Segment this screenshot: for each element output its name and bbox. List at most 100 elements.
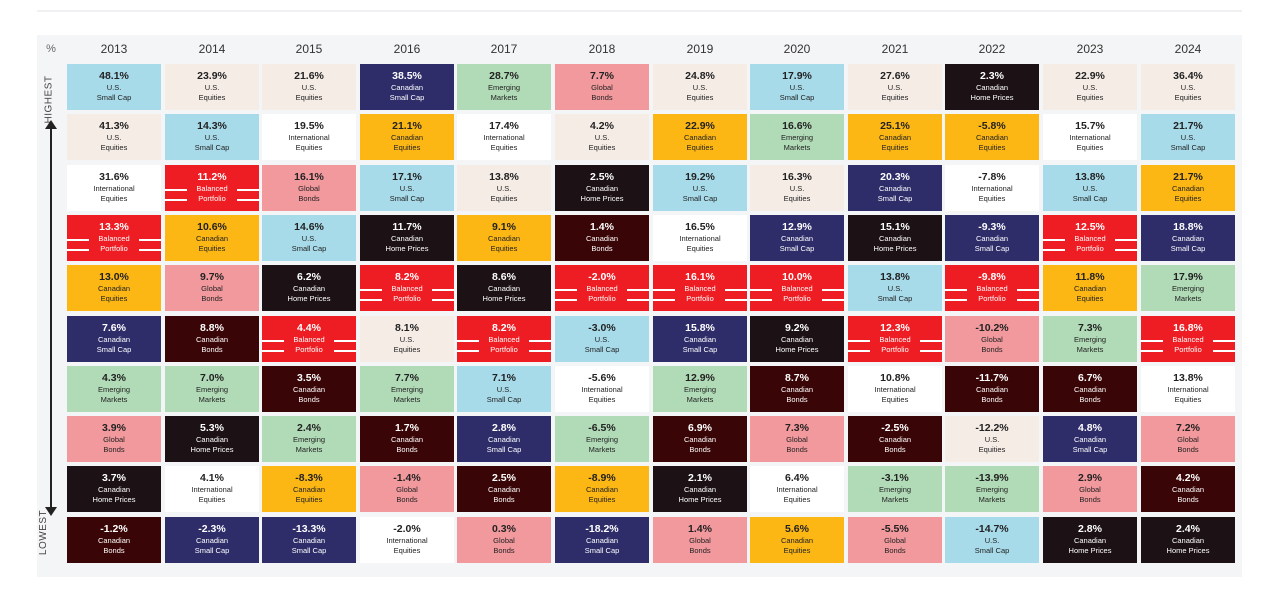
return-cell: -9.3% Canadian Small Cap (945, 215, 1039, 261)
return-value: 12.3% (880, 322, 910, 334)
asset-class-label: International (386, 536, 428, 545)
asset-class-label: Markets (686, 395, 714, 404)
return-value: -8.3% (295, 472, 323, 484)
return-cell: -11.7% Canadian Bonds (945, 366, 1039, 412)
asset-class-label: Portfolio (555, 294, 649, 304)
return-value: 5.3% (200, 422, 224, 434)
return-cell: 5.6% Canadian Equities (750, 517, 844, 563)
asset-class-label: Balanced (945, 284, 1039, 294)
asset-class-label: Home Prices (287, 294, 331, 303)
return-value: -13.9% (975, 472, 1009, 484)
return-value: 9.1% (492, 221, 516, 233)
asset-class-label: Equities (978, 143, 1006, 152)
return-value: 21.7% (1173, 120, 1203, 132)
asset-class-label: Global (786, 435, 808, 444)
return-cell: 18.8% Canadian Small Cap (1141, 215, 1235, 261)
return-cell: 4.1% International Equities (165, 466, 259, 512)
asset-class-label: Home Prices (190, 445, 234, 454)
asset-class-label: Equities (490, 143, 518, 152)
return-value: 19.5% (294, 120, 324, 132)
asset-class-label: Portfolio (653, 294, 747, 304)
asset-class-label: U.S. (692, 83, 708, 92)
asset-class-label: Canadian (390, 234, 424, 243)
return-value: -9.3% (978, 221, 1006, 233)
asset-class-label: Emerging (390, 385, 424, 394)
asset-class-label: Small Cap (1170, 244, 1206, 253)
return-cell: 8.1% U.S. Equities (360, 316, 454, 362)
return-value: 19.2% (685, 171, 715, 183)
year-label-2022: 2022 (978, 42, 1006, 56)
return-cell: -8.3% Canadian Equities (262, 466, 356, 512)
asset-class-label: Small Cap (486, 395, 522, 404)
asset-class-label: Equities (393, 546, 421, 555)
return-cell: 4.8% Canadian Small Cap (1043, 416, 1137, 462)
asset-class-label: Canadian (878, 435, 912, 444)
return-cell: 10.8% International Equities (848, 366, 942, 412)
return-cell: -10.2% Global Bonds (945, 316, 1039, 362)
return-value: 38.5% (392, 70, 422, 82)
asset-class-label: Balanced (750, 284, 844, 294)
asset-class-label: Emerging (585, 435, 619, 444)
return-cell: 20.3% Canadian Small Cap (848, 165, 942, 211)
return-cell: 9.7% Global Bonds (165, 265, 259, 311)
asset-class-label: Small Cap (486, 445, 522, 454)
asset-class-label: Emerging (1171, 284, 1205, 293)
return-cell: 31.6% International Equities (67, 165, 161, 211)
asset-class-label: Global (884, 536, 906, 545)
return-value: 2.5% (492, 472, 516, 484)
return-value: 3.9% (102, 422, 126, 434)
return-value: 21.7% (1173, 171, 1203, 183)
return-value: 4.2% (1176, 472, 1200, 484)
return-cell: 41.3% U.S. Equities (67, 114, 161, 160)
return-value: 5.6% (785, 523, 809, 535)
arrow-up-icon (45, 120, 57, 129)
asset-class-label: Bonds (981, 345, 1003, 354)
asset-class-label: Markets (588, 445, 616, 454)
asset-class-label: Equities (881, 395, 909, 404)
asset-class-label: Canadian (97, 335, 131, 344)
year-label-2015: 2015 (295, 42, 323, 56)
return-cell: 7.7% Global Bonds (555, 64, 649, 110)
return-value: 15.8% (685, 322, 715, 334)
return-value: 2.3% (980, 70, 1004, 82)
asset-class-label: Canadian (195, 234, 229, 243)
return-cell: -3.1% Emerging Markets (848, 466, 942, 512)
return-cell: 8.2% Balanced Portfolio (457, 316, 551, 362)
return-value: 20.3% (880, 171, 910, 183)
return-value: 2.4% (1176, 523, 1200, 535)
return-cell: -13.3% Canadian Small Cap (262, 517, 356, 563)
return-cell: 22.9% U.S. Equities (1043, 64, 1137, 110)
asset-class-label: Emerging (780, 133, 814, 142)
return-cell: 11.8% Canadian Equities (1043, 265, 1137, 311)
return-value: 17.4% (489, 120, 519, 132)
return-cell: 16.1% Balanced Portfolio (653, 265, 747, 311)
return-value: 16.6% (782, 120, 812, 132)
return-cell: 7.3% Global Bonds (750, 416, 844, 462)
asset-class-label: Balanced (67, 234, 161, 244)
return-value: 8.2% (395, 271, 419, 283)
asset-class-label: International (1069, 133, 1111, 142)
year-label-2014: 2014 (198, 42, 226, 56)
asset-class-label: Canadian (487, 284, 521, 293)
asset-class-label: Canadian (1073, 385, 1107, 394)
return-cell: 2.5% Canadian Home Prices (555, 165, 649, 211)
return-value: 12.9% (782, 221, 812, 233)
asset-class-label: Canadian (683, 133, 717, 142)
asset-class-label: Canadian (292, 385, 326, 394)
asset-class-label: Emerging (1073, 335, 1107, 344)
asset-class-label: Equities (1174, 194, 1202, 203)
return-value: -5.5% (881, 523, 909, 535)
asset-class-label: Equities (1174, 395, 1202, 404)
return-cell: 6.2% Canadian Home Prices (262, 265, 356, 311)
axis-highest-label: HIGHEST (43, 75, 55, 124)
asset-class-label: Canadian (780, 234, 814, 243)
return-value: 8.7% (785, 372, 809, 384)
return-value: -18.2% (585, 523, 619, 535)
return-cell: 1.7% Canadian Bonds (360, 416, 454, 462)
return-cell: 7.0% Emerging Markets (165, 366, 259, 412)
return-cell: 12.9% Canadian Small Cap (750, 215, 844, 261)
return-cell: 15.7% International Equities (1043, 114, 1137, 160)
return-value: 25.1% (880, 120, 910, 132)
return-value: -2.5% (881, 422, 909, 434)
asset-class-label: Markets (783, 143, 811, 152)
